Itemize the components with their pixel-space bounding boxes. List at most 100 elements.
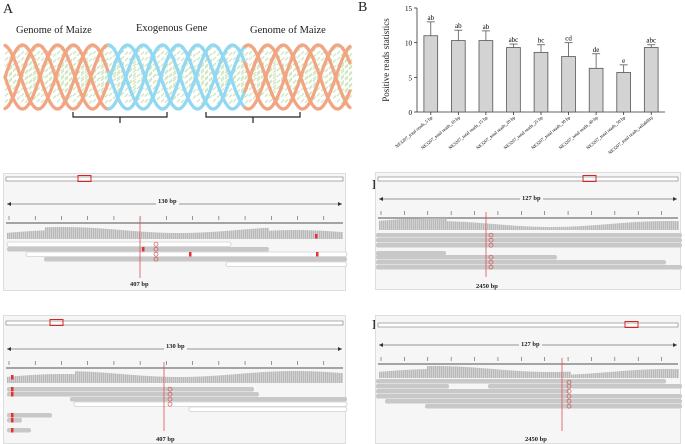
coverage-bar (239, 373, 241, 383)
coverage-bar (79, 227, 81, 239)
coverage-bar (511, 225, 513, 230)
base-pair-hatch (28, 78, 33, 83)
base-pair-hatch (248, 86, 253, 91)
base-pair-hatch (52, 95, 57, 100)
region-width-label: 130 bp (164, 343, 187, 350)
base-pair-hatch (208, 52, 213, 57)
base-pair-hatch (248, 50, 253, 55)
base-pair-hatch (312, 96, 317, 100)
coverage-bar (641, 369, 643, 378)
y-tick-label: 0 (409, 109, 413, 117)
coverage-bar (323, 371, 325, 383)
coverage-bar (187, 376, 189, 383)
base-pair-hatch (276, 73, 281, 78)
base-pair-hatch (72, 50, 77, 55)
coverage-bar (433, 218, 435, 230)
base-pair-hatch (348, 76, 353, 81)
coverage-bar (589, 373, 591, 378)
base-pair-hatch (228, 94, 233, 99)
coverage-bar (467, 367, 469, 378)
coverage-bar (159, 376, 161, 383)
coverage-bar (323, 230, 325, 239)
maize-genome-label-left: Genome of Maize (16, 25, 92, 36)
coverage-bar (127, 374, 129, 383)
coverage-bar (19, 231, 21, 239)
base-pair-hatch (176, 92, 181, 97)
base-pair-hatch (100, 75, 105, 79)
mismatch-mark (189, 252, 192, 257)
coverage-bar (665, 221, 667, 230)
coverage-bar (429, 366, 431, 378)
base-pair-hatch (316, 56, 321, 61)
base-pair-hatch (124, 99, 129, 104)
coverage-bar (45, 227, 47, 239)
base-pair-hatch (308, 78, 313, 83)
coverage-bar (277, 371, 279, 383)
base-pair-hatch (188, 82, 193, 87)
base-pair-hatch (144, 56, 149, 61)
bar (588, 67, 604, 113)
coverage-bar (643, 369, 645, 378)
base-pair-hatch (256, 77, 261, 82)
base-pair-hatch (344, 69, 349, 74)
coverage-bar (233, 374, 235, 383)
coverage-bar (601, 224, 603, 230)
aligned-read (376, 394, 682, 399)
coverage-bar (333, 231, 335, 239)
coverage-bar (111, 229, 113, 239)
region-bracket (72, 112, 168, 123)
base-pair-hatch (200, 70, 205, 75)
coverage-bar (103, 372, 105, 383)
coverage-bar (63, 374, 65, 383)
coverage-bar (129, 374, 131, 383)
coverage-bar (145, 231, 147, 239)
coverage-bar (49, 227, 51, 239)
coverage-bar (215, 375, 217, 383)
base-pair-hatch (212, 56, 217, 61)
coverage-bar (673, 221, 675, 230)
coverage-bar (533, 371, 535, 378)
coverage-bar (319, 230, 321, 239)
base-pair-hatch (8, 66, 13, 71)
base-pair-hatch (172, 96, 177, 100)
base-pair-hatch (120, 55, 125, 60)
coverage-bar (47, 227, 49, 239)
coverage-bar (577, 374, 579, 378)
base-pair-hatch (280, 93, 285, 98)
coverage-bar (77, 371, 79, 383)
coverage-bar (89, 371, 91, 383)
coverage-bar (57, 227, 59, 239)
base-pair-hatch (332, 53, 337, 58)
chromosome-ideogram (5, 176, 344, 182)
region-width-label: 127 bp (519, 341, 542, 348)
base-pair-hatch (140, 51, 145, 56)
coverage-bar (567, 371, 569, 378)
coverage-bar (151, 376, 153, 383)
base-pair-hatch (128, 68, 133, 73)
aligned-read (425, 404, 682, 409)
coverage-bar (437, 366, 439, 378)
base-pair-hatch (176, 50, 181, 55)
base-pair-hatch (224, 78, 229, 83)
base-pair-hatch (252, 71, 257, 76)
base-pair-hatch (336, 50, 341, 55)
coverage-bar (199, 376, 201, 383)
base-pair-hatch (180, 93, 185, 98)
base-pair-hatch (60, 70, 65, 75)
coverage-bar (253, 228, 255, 239)
coverage-bar (203, 376, 205, 383)
base-pair-hatch (152, 80, 157, 84)
base-pair-hatch (84, 78, 89, 83)
coverage-bar (633, 222, 635, 230)
base-pair-hatch (272, 84, 277, 89)
coverage-bar (189, 376, 191, 383)
coverage-bar (447, 366, 449, 378)
coverage-bar (123, 230, 125, 239)
base-pair-hatch (328, 76, 333, 81)
base-pair-hatch (64, 64, 69, 69)
coverage-bar (527, 371, 529, 378)
base-pair-hatch (344, 75, 349, 80)
base-pair-hatch (132, 60, 137, 65)
position-marker-label: 2450 bp (476, 283, 498, 290)
base-pair-hatch (128, 79, 133, 84)
